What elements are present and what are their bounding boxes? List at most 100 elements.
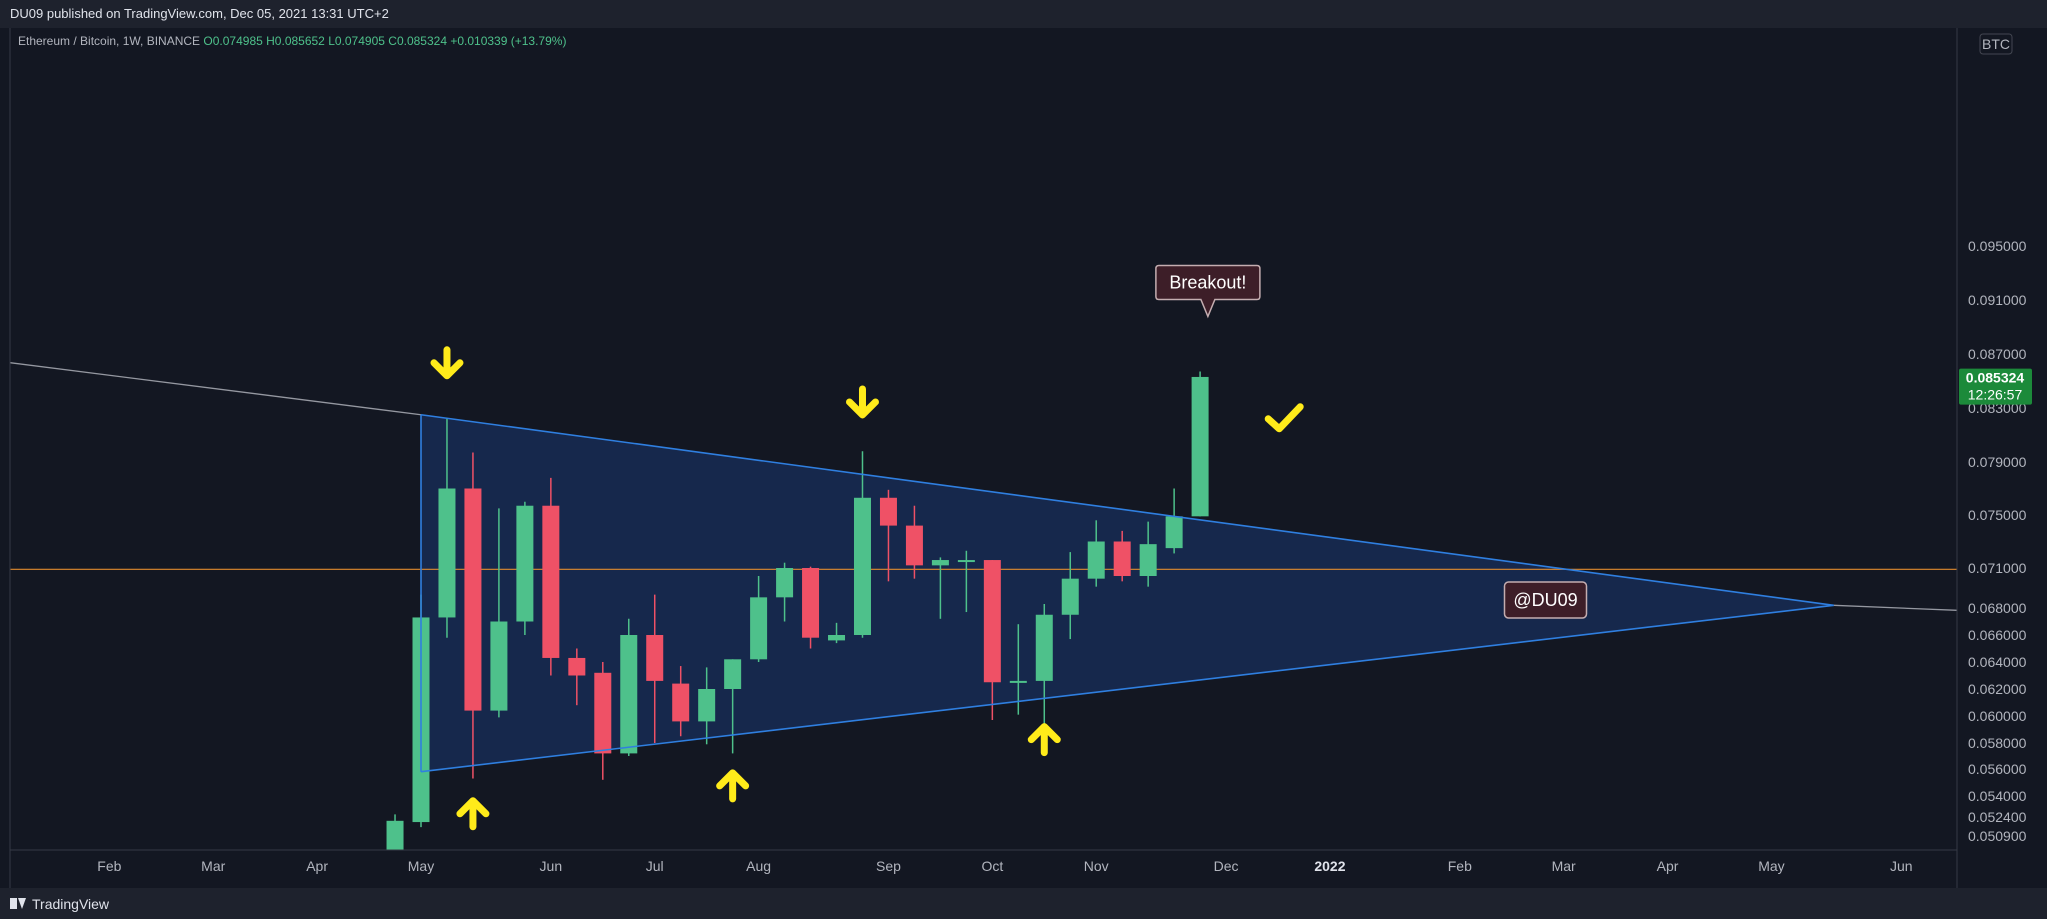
price-tick-label: 0.054000 — [1968, 788, 2027, 804]
price-tick-label: 0.052400 — [1968, 809, 2027, 825]
checkmark-icon — [1264, 403, 1304, 433]
footer-bar: TradingView — [0, 888, 2047, 919]
breakout-callout: Breakout! — [1155, 264, 1261, 319]
candle-body — [957, 560, 975, 563]
time-tick-label: Mar — [1552, 858, 1576, 874]
trend-line-extension — [10, 362, 422, 416]
last-price-badge: 0.085324 12:26:57 — [1959, 368, 2032, 405]
published-text: DU09 published on TradingView.com, Dec 0… — [10, 6, 389, 21]
time-tick-label: Jun — [540, 858, 563, 874]
drawing-layer-back — [10, 362, 1957, 772]
candle-body — [1113, 541, 1131, 576]
time-tick-label: Dec — [1214, 858, 1239, 874]
price-tick-label: 0.068000 — [1968, 600, 2027, 616]
candle-body — [490, 621, 508, 711]
arrow-down-icon — [845, 385, 879, 419]
candle-body — [724, 659, 742, 689]
candle-body — [698, 689, 716, 722]
price-tick-label: 0.050900 — [1968, 828, 2027, 844]
trend-line-tail — [1833, 604, 1957, 611]
candle-body — [879, 497, 897, 526]
candles — [386, 371, 1209, 850]
triangle-upper-line — [420, 413, 1834, 607]
breakout-label: Breakout! — [1169, 272, 1246, 292]
price-tick-label: 0.071000 — [1968, 560, 2027, 576]
candle-body — [931, 560, 949, 566]
triangle-fill — [421, 414, 1834, 772]
price-tick-label: 0.095000 — [1968, 238, 2027, 254]
price-tick-label: 0.091000 — [1968, 292, 2027, 308]
candle-body — [646, 635, 664, 681]
arrow-up-icon — [456, 797, 490, 831]
time-tick-label: Aug — [746, 858, 771, 874]
candle-body — [386, 820, 404, 850]
candle-body — [776, 568, 794, 598]
candle-body — [983, 560, 1001, 683]
candle-body — [1061, 578, 1079, 615]
price-tick-label: 0.087000 — [1968, 346, 2027, 362]
chart-background — [0, 28, 2047, 888]
time-tick-label: May — [408, 858, 434, 874]
price-tick-label: 0.066000 — [1968, 627, 2027, 643]
candle-body — [1165, 516, 1183, 549]
author-callout: @DU09 — [1503, 581, 1588, 619]
candle-body — [905, 525, 923, 566]
candle-body — [594, 672, 612, 754]
ohlc-low: L0.074905 — [328, 34, 385, 48]
price-tick-label: 0.079000 — [1968, 454, 2027, 470]
last-price-countdown: 12:26:57 — [1968, 387, 2023, 403]
time-tick-label: Oct — [981, 858, 1003, 874]
currency-label: BTC — [1982, 36, 2010, 52]
time-tick-label: Apr — [1657, 858, 1679, 874]
candle-body — [542, 505, 560, 658]
time-tick-label: Feb — [1448, 858, 1472, 874]
drawing-layer-front: Breakout! @DU09 — [420, 264, 1834, 831]
candle-body — [464, 488, 482, 711]
price-tick-label: 0.062000 — [1968, 681, 2027, 697]
candle-body — [828, 635, 846, 641]
time-tick-label: 2022 — [1314, 858, 1345, 874]
footer-brand: TradingView — [32, 895, 110, 912]
candle-body — [1087, 541, 1105, 579]
time-tick-label: Feb — [97, 858, 121, 874]
time-tick-label: Apr — [306, 858, 328, 874]
time-tick-label: Nov — [1084, 858, 1109, 874]
tradingview-logo-icon — [10, 898, 26, 909]
arrow-up-icon — [1027, 723, 1061, 757]
author-label: @DU09 — [1513, 590, 1577, 610]
candle-body — [750, 597, 768, 660]
triangle-lower-line — [420, 604, 1834, 773]
currency-badge[interactable]: BTC — [1979, 33, 2013, 55]
time-tick-label: Jun — [1890, 858, 1913, 874]
arrow-down-icon — [430, 346, 464, 380]
candle-body — [1139, 544, 1157, 576]
price-chart[interactable]: Breakout! @DU09 0.050900 0.052400 0.054000 0… — [0, 28, 2047, 888]
time-axis[interactable]: Feb Mar Apr May Jun Jul Aug Sep Oct Nov Dec 2022 Feb… — [97, 858, 1912, 874]
candle-body — [620, 635, 638, 754]
price-tick-label: 0.056000 — [1968, 761, 2027, 777]
ohlc-high: H0.085652 — [266, 34, 325, 48]
candle-body — [568, 657, 586, 676]
candle-body — [853, 497, 871, 635]
candle-body — [1191, 376, 1209, 517]
ohlc-open: O0.074985 — [203, 34, 263, 48]
arrow-up-icon — [716, 769, 750, 803]
candle-body — [672, 683, 690, 722]
ohlc-change: +0.010339 (+13.79%) — [450, 34, 567, 48]
candle-body — [438, 488, 456, 618]
time-tick-label: Mar — [201, 858, 225, 874]
price-tick-label: 0.075000 — [1968, 507, 2027, 523]
published-bar: DU09 published on TradingView.com, Dec 0… — [0, 0, 2047, 28]
price-tick-label: 0.060000 — [1968, 708, 2027, 724]
candle-body — [1035, 614, 1053, 681]
symbol-name: Ethereum / Bitcoin, 1W, BINANCE — [18, 34, 201, 48]
price-tick-label: 0.058000 — [1968, 735, 2027, 751]
candle-body — [516, 505, 534, 622]
symbol-legend[interactable]: Ethereum / Bitcoin, 1W, BINANCE O0.07498… — [18, 34, 566, 48]
ohlc-close: C0.085324 — [388, 34, 447, 48]
time-tick-label: Jul — [646, 858, 664, 874]
time-tick-label: Sep — [876, 858, 901, 874]
price-tick-label: 0.064000 — [1968, 654, 2027, 670]
last-price-value: 0.085324 — [1966, 370, 2025, 386]
candle-body — [1009, 680, 1027, 683]
